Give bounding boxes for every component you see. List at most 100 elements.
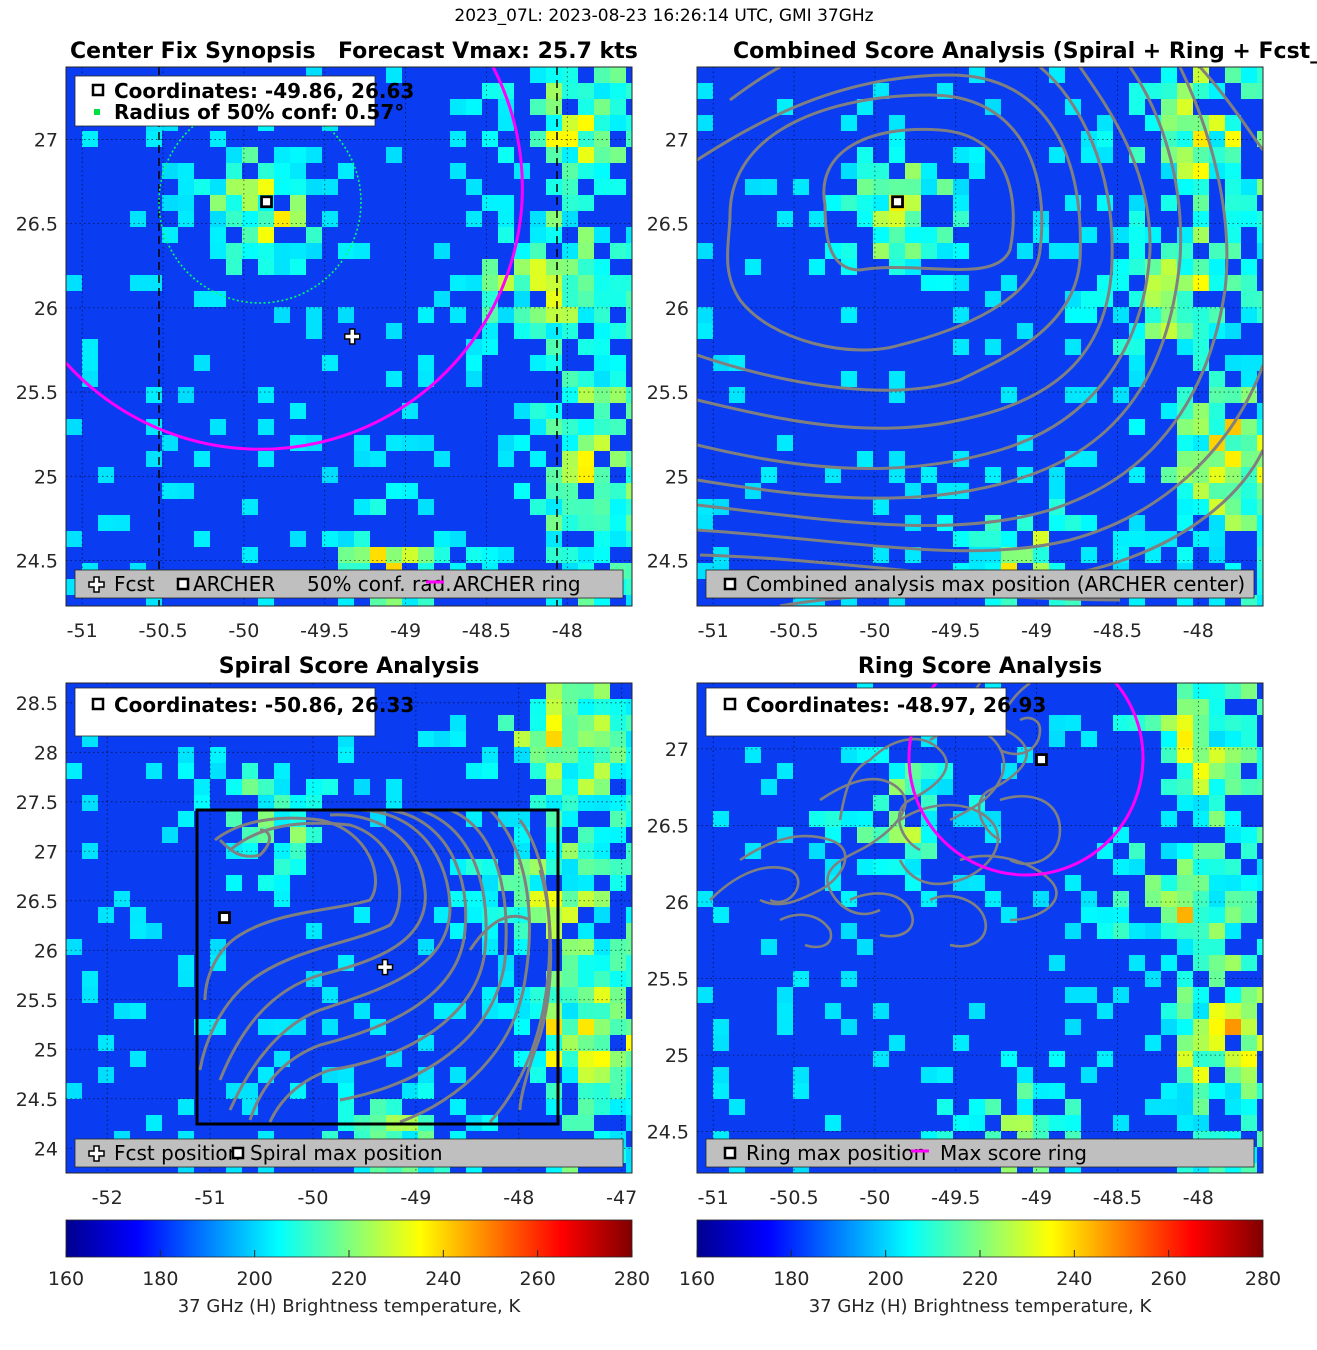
heatmap-cell (1081, 387, 1097, 403)
heatmap-cell (290, 1083, 306, 1099)
heatmap-cell (610, 699, 626, 715)
heatmap-cell (546, 403, 562, 419)
heatmap-cell (386, 371, 402, 387)
heatmap-cell (921, 763, 937, 779)
heatmap-cell (386, 1099, 402, 1115)
heatmap-cell (594, 683, 610, 699)
heatmap-cell (226, 259, 242, 275)
heatmap-cell (1193, 147, 1209, 163)
heatmap-cell (546, 699, 562, 715)
heatmap-cell (610, 955, 626, 971)
heatmap-cell (562, 795, 578, 811)
heatmap-cell (482, 875, 498, 891)
heatmap-cell (146, 763, 162, 779)
heatmap-cell (1033, 1083, 1049, 1099)
heatmap-cell (626, 563, 632, 579)
heatmap-cell (626, 699, 632, 715)
y-tick-label: 24.5 (16, 1089, 58, 1111)
heatmap-cell (594, 499, 610, 515)
heatmap-cell (1177, 419, 1193, 435)
heatmap-cell (546, 1083, 562, 1099)
heatmap-cell (777, 1003, 793, 1019)
heatmap-cell (354, 907, 370, 923)
heatmap-cell (258, 595, 274, 606)
heatmap-cell (889, 211, 905, 227)
heatmap-cell (466, 907, 482, 923)
heatmap-cell (66, 939, 82, 955)
heatmap-cell (1161, 779, 1177, 795)
heatmap-cell (610, 323, 626, 339)
heatmap-cell (1177, 1083, 1193, 1099)
heatmap-cell (178, 195, 194, 211)
heatmap-cell (562, 1067, 578, 1083)
heatmap-cell (1257, 515, 1263, 531)
heatmap-cell (1209, 699, 1225, 715)
heatmap-cell (1193, 1163, 1209, 1173)
heatmap-cell (1081, 147, 1097, 163)
heatmap-cell (745, 259, 761, 275)
heatmap-cell (514, 403, 530, 419)
heatmap-cell (242, 227, 258, 243)
heatmap-cell (1225, 811, 1241, 827)
heatmap-cell (1113, 531, 1129, 547)
heatmap-cell (610, 67, 626, 83)
heatmap-cell (450, 1099, 466, 1115)
heatmap-cell (514, 1019, 530, 1035)
heatmap-cell (1193, 715, 1209, 731)
heatmap-cell (1145, 291, 1161, 307)
heatmap-cell (1017, 515, 1033, 531)
heatmap-cell (889, 243, 905, 259)
heatmap-cell (546, 1099, 562, 1115)
heatmap-cell (546, 731, 562, 747)
panel-3-coordinates: Coordinates: -50.86, 26.33 (114, 693, 414, 717)
heatmap-cell (1225, 147, 1241, 163)
heatmap-cell (873, 499, 889, 515)
heatmap-cell (594, 467, 610, 483)
heatmap-cell (1241, 307, 1257, 323)
heatmap-cell (1209, 115, 1225, 131)
heatmap-cell (610, 875, 626, 891)
panel-3-heatmap (66, 683, 632, 1173)
heatmap-cell (1113, 387, 1129, 403)
heatmap-cell (857, 179, 873, 195)
heatmap-cell (434, 907, 450, 923)
heatmap-cell (1161, 467, 1177, 483)
heatmap-cell (562, 67, 578, 83)
heatmap-cell (969, 1099, 985, 1115)
heatmap-cell (1193, 499, 1209, 515)
heatmap-cell (514, 291, 530, 307)
x-tick-label: -48 (1183, 620, 1214, 642)
heatmap-cell (825, 1115, 841, 1131)
heatmap-cell (841, 195, 857, 211)
heatmap-cell (370, 595, 386, 606)
heatmap-cell (226, 1163, 242, 1173)
heatmap-cell (66, 419, 82, 435)
heatmap-cell (626, 115, 632, 131)
heatmap-cell (594, 1003, 610, 1019)
fcst-cross-icon (88, 1145, 105, 1162)
heatmap-cell (178, 811, 194, 827)
x-tick-label: -48.5 (1093, 620, 1142, 642)
heatmap-cell (194, 779, 210, 795)
heatmap-cell (514, 435, 530, 451)
heatmap-cell (482, 323, 498, 339)
heatmap-cell (162, 195, 178, 211)
heatmap-cell (514, 483, 530, 499)
heatmap-cell (1177, 875, 1193, 891)
heatmap-cell (610, 971, 626, 987)
heatmap-cell (857, 195, 873, 211)
heatmap-cell (841, 371, 857, 387)
heatmap-cell (697, 323, 713, 339)
heatmap-cell (594, 939, 610, 955)
colorbar-tick-label: 220 (962, 1268, 998, 1290)
heatmap-cell (594, 547, 610, 563)
heatmap-cell (1225, 859, 1241, 875)
heatmap-cell (1065, 1019, 1081, 1035)
heatmap-cell (370, 451, 386, 467)
heatmap-cell (1241, 715, 1257, 731)
max-score-ring (907, 683, 1145, 877)
heatmap-cell (546, 99, 562, 115)
heatmap-cell (1241, 275, 1257, 291)
heatmap-cell (98, 515, 114, 531)
heatmap-cell (402, 595, 418, 606)
